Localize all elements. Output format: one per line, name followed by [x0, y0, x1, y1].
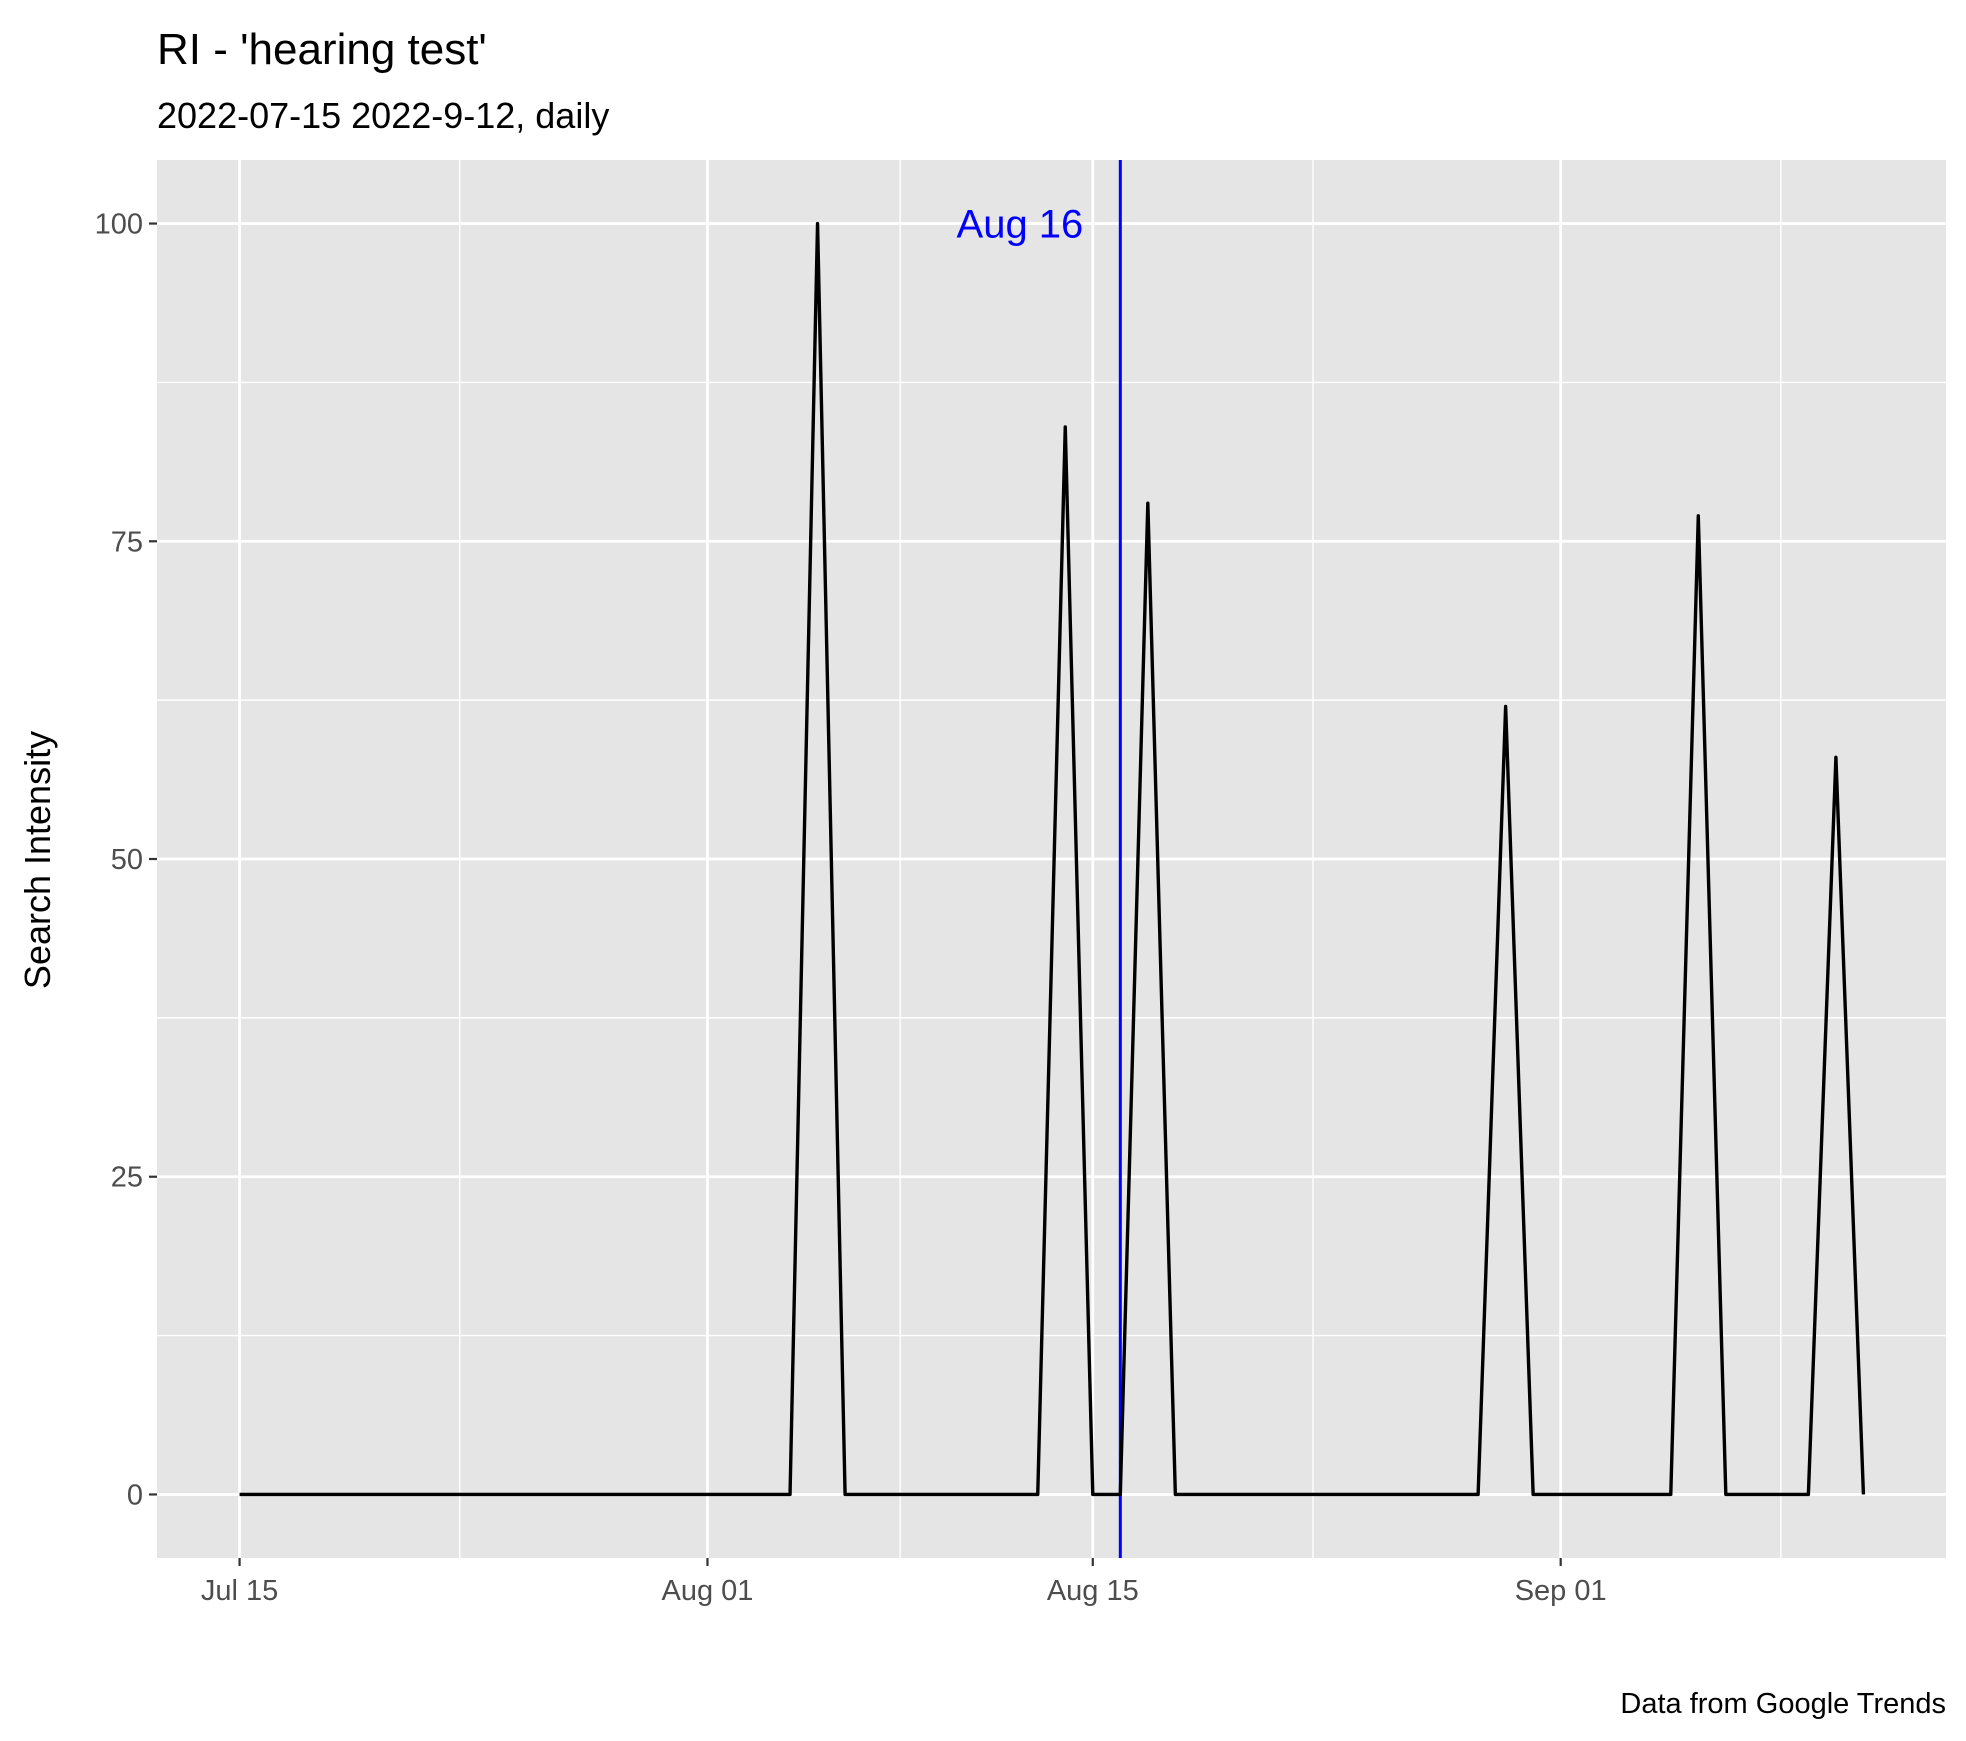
y-tick-label: 0 — [127, 1479, 143, 1511]
y-tick-label: 50 — [111, 844, 143, 876]
annotation-label: Aug 16 — [957, 203, 1084, 247]
chart-subtitle: 2022-07-15 2022-9-12, daily — [157, 95, 609, 136]
y-tick-label: 75 — [111, 526, 143, 558]
x-tick-label: Aug 15 — [1047, 1575, 1139, 1607]
y-tick-label: 100 — [95, 209, 143, 241]
y-tick-label: 25 — [111, 1162, 143, 1194]
x-tick-label: Jul 15 — [201, 1575, 278, 1607]
annotation-layer: Aug 16 — [957, 160, 1122, 1558]
series-line — [239, 221, 1866, 1497]
y-axis: 0 25 50 75 100 — [95, 209, 157, 1511]
y-axis-label: Search Intensity — [17, 731, 58, 989]
x-axis: Jul 15 Aug 01 Aug 15 Sep 01 — [201, 1558, 1607, 1607]
x-tick-label: Aug 01 — [662, 1575, 754, 1607]
chart-caption: Data from Google Trends — [1620, 1688, 1946, 1720]
chart-title: RI - 'hearing test' — [157, 25, 487, 74]
x-tick-label: Sep 01 — [1515, 1575, 1607, 1607]
series-layer — [239, 221, 1866, 1497]
